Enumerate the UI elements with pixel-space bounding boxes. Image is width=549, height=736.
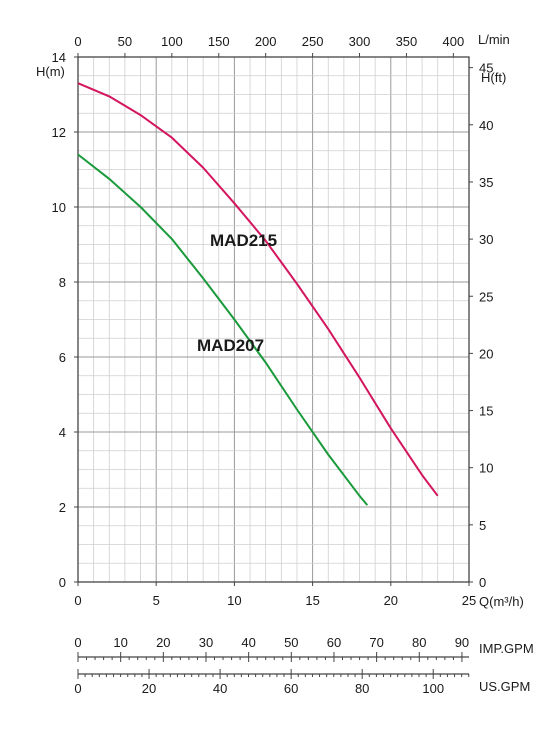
- x-tick-label: 20: [384, 593, 398, 608]
- top-tick-label: 50: [118, 34, 132, 49]
- imp-tick-label: 10: [113, 635, 127, 650]
- series-line-mad207: [77, 153, 369, 506]
- series-label-mad207: MAD207: [197, 336, 264, 355]
- imp-axis-label: IMP.GPM: [479, 641, 534, 656]
- imp-tick-label: 50: [284, 635, 298, 650]
- top-tick-label: 250: [302, 34, 324, 49]
- series-line-mad215: [77, 82, 439, 497]
- right-tick-label: 5: [479, 518, 486, 533]
- right-tick-label: 10: [479, 461, 493, 476]
- x-tick-label: 15: [305, 593, 319, 608]
- imp-tick-label: 70: [369, 635, 383, 650]
- imp-tick-label: 90: [455, 635, 469, 650]
- right-tick-label: 40: [479, 118, 493, 133]
- series-label-mad215: MAD215: [210, 231, 277, 250]
- imp-tick-label: 30: [199, 635, 213, 650]
- x-tick-label: 0: [74, 593, 81, 608]
- y-tick-label: 6: [59, 350, 66, 365]
- top-tick-label: 0: [74, 34, 81, 49]
- y-tick-label: 4: [59, 425, 66, 440]
- top-tick-label: 150: [208, 34, 230, 49]
- y-tick-label: 12: [52, 125, 66, 140]
- y-tick-label: 10: [52, 200, 66, 215]
- right-tick-label: 45: [479, 61, 493, 76]
- right-tick-label: 15: [479, 404, 493, 419]
- imp-tick-label: 80: [412, 635, 426, 650]
- us-tick-label: 40: [213, 681, 227, 696]
- x-tick-label: 25: [462, 593, 476, 608]
- imp-tick-label: 40: [241, 635, 255, 650]
- y-tick-label: 8: [59, 275, 66, 290]
- right-tick-label: 30: [479, 232, 493, 247]
- ylabel-left: H(m): [36, 64, 65, 79]
- ylabel-right: H(ft): [481, 70, 506, 85]
- top-axis-label: L/min: [478, 32, 510, 47]
- right-tick-label: 0: [479, 575, 486, 590]
- imp-tick-label: 60: [327, 635, 341, 650]
- plot-frame: [77, 56, 470, 583]
- top-tick-label: 100: [161, 34, 183, 49]
- top-tick-label: 400: [443, 34, 465, 49]
- us-tick-label: 0: [74, 681, 81, 696]
- right-tick-label: 35: [479, 175, 493, 190]
- top-tick-label: 200: [255, 34, 277, 49]
- us-tick-label: 80: [355, 681, 369, 696]
- us-axis-label: US.GPM: [479, 679, 530, 694]
- imp-tick-label: 0: [74, 635, 81, 650]
- right-tick-label: 20: [479, 346, 493, 361]
- y-tick-label: 14: [52, 50, 66, 65]
- y-tick-label: 0: [59, 575, 66, 590]
- us-tick-label: 60: [284, 681, 298, 696]
- x-tick-label: 5: [153, 593, 160, 608]
- right-tick-label: 25: [479, 289, 493, 304]
- top-tick-label: 350: [396, 34, 418, 49]
- y-tick-label: 2: [59, 500, 66, 515]
- us-tick-label: 100: [422, 681, 444, 696]
- x-tick-label: 10: [227, 593, 241, 608]
- xlabel: Q(m³/h): [479, 594, 524, 609]
- imp-tick-label: 20: [156, 635, 170, 650]
- top-tick-label: 300: [349, 34, 371, 49]
- us-tick-label: 20: [142, 681, 156, 696]
